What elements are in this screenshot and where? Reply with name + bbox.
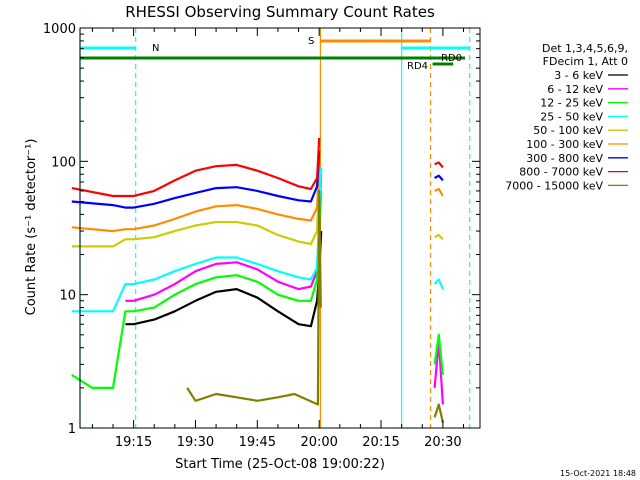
legend-label-0: 3 - 6 keV: [554, 69, 603, 82]
legend: Det 1,3,4,5,6,9, FDecim 1, Att 0 3 - 6 k…: [505, 42, 628, 192]
x-tick-label-4: 20:15: [362, 435, 399, 450]
legend-label-1: 6 - 12 keV: [547, 83, 603, 96]
x-axis-label: Start Time (25-Oct-08 19:00:22): [175, 457, 385, 472]
tick-labels: 1 10 100 1000 19:15 19:30 19:45 20:00 20:15 20:30: [43, 22, 462, 450]
annotation-rd0: RD0: [441, 53, 462, 64]
x-tick-label-0: 19:15: [115, 435, 152, 450]
legend-header-line-1: Det 1,3,4,5,6,9,: [542, 42, 628, 55]
x-tick-label-5: 20:30: [424, 435, 461, 450]
axes: [79, 27, 481, 429]
series-line-8-0: [186, 189, 322, 406]
annotation-rd4: RD4: [407, 61, 428, 72]
series-line-7-0: [71, 137, 321, 198]
legend-label-3: 25 - 50 keV: [540, 110, 603, 123]
series-line-2-1: [433, 333, 444, 376]
legend-label-5: 100 - 300 keV: [526, 138, 603, 151]
footer-date: 15-Oct-2021 18:48: [560, 469, 636, 478]
series-line-0-0: [125, 231, 323, 328]
legend-header-line-2: FDecim 1, Att 0: [543, 55, 628, 68]
annotation-s: S: [308, 36, 314, 47]
series-line-5-0: [71, 161, 321, 233]
legend-label-7: 800 - 7000 keV: [519, 166, 603, 179]
y-tick-label-3: 1000: [43, 22, 76, 37]
y-axis-label: Count Rate (s⁻¹ detector⁻¹): [24, 139, 39, 316]
x-tick-label-2: 19:45: [239, 435, 276, 450]
plot-frame: [79, 27, 481, 429]
y-tick-label-0: 1: [68, 422, 76, 437]
series-line-8-1: [433, 403, 444, 423]
y-tick-label-1: 10: [59, 289, 76, 304]
series-line-3-0: [71, 167, 323, 313]
series-line-7-1: [434, 161, 444, 169]
series-line-6-1: [434, 174, 444, 182]
instrument-state-bands: [79, 28, 471, 428]
legend-label-2: 12 - 25 keV: [540, 97, 603, 110]
annotation-n: N: [152, 43, 159, 54]
legend-label-8: 7000 - 15000 keV: [505, 179, 603, 192]
legend-label-6: 300 - 800 keV: [526, 152, 603, 165]
series-line-3-1: [433, 278, 444, 290]
series-line-1-0: [125, 174, 323, 302]
series-line-4-1: [434, 233, 444, 241]
chart-title: RHESSI Observing Summary Count Rates: [125, 3, 435, 21]
series-line-6-0: [71, 150, 321, 209]
x-tick-label-3: 20:00: [300, 435, 337, 450]
legend-label-4: 50 - 100 keV: [533, 124, 603, 137]
x-tick-label-1: 19:30: [177, 435, 214, 450]
series-lines: [71, 137, 444, 423]
series-line-5-1: [434, 187, 444, 197]
series-line-2-0: [71, 190, 323, 389]
series-line-4-0: [71, 174, 321, 248]
y-tick-label-2: 100: [51, 155, 76, 170]
